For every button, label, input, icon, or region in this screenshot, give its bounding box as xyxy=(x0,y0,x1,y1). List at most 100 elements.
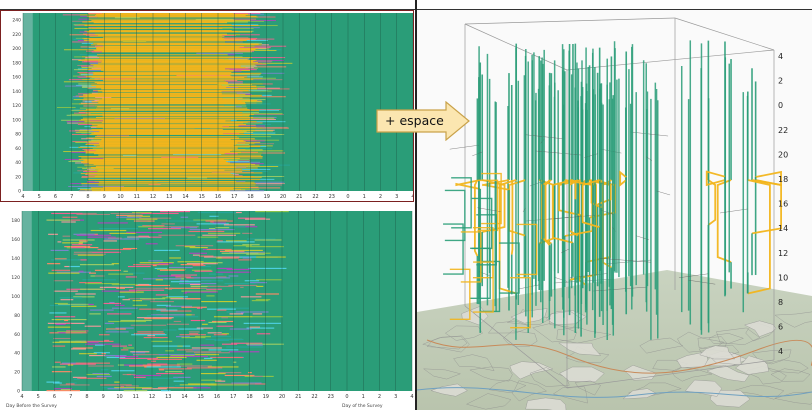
activity-segment xyxy=(151,341,172,342)
activity-segment xyxy=(106,331,129,332)
activity-segment xyxy=(215,381,225,382)
commute-segment xyxy=(74,28,91,29)
activity-segment xyxy=(254,50,276,51)
activity-segment xyxy=(150,301,174,302)
x-tick-label: 14 xyxy=(181,394,187,400)
activity-segment xyxy=(131,325,166,326)
work-segment xyxy=(89,36,224,37)
activity-segment xyxy=(253,79,282,80)
activity-segment xyxy=(127,374,131,375)
trajectory-move xyxy=(450,145,479,149)
x-tick-label: 2 xyxy=(379,194,382,200)
x-tick-label: 7 xyxy=(70,194,73,200)
x-tick-label: 4 xyxy=(21,194,24,200)
activity-segment xyxy=(80,264,114,265)
activity-segment xyxy=(243,123,262,124)
activity-segment xyxy=(254,134,285,135)
activity-segment xyxy=(114,382,120,383)
activity-segment xyxy=(61,221,75,222)
activity-segment xyxy=(123,271,127,272)
activity-segment xyxy=(91,230,127,231)
activity-segment xyxy=(101,369,108,370)
work-segment xyxy=(98,185,255,186)
x-tick-label: 9 xyxy=(102,394,105,400)
commute-segment xyxy=(88,70,101,71)
early-morning-band xyxy=(23,13,33,191)
activity-segment xyxy=(216,241,254,242)
activity-segment xyxy=(126,276,137,277)
activity-segment xyxy=(133,305,148,306)
activity-segment xyxy=(148,228,181,229)
activity-segment xyxy=(175,385,208,386)
activity-segment xyxy=(208,233,240,234)
activity-segment xyxy=(71,348,86,349)
activity-segment xyxy=(256,279,281,280)
activity-segment xyxy=(104,238,139,239)
activity-segment xyxy=(193,255,200,256)
activity-segment xyxy=(138,226,163,227)
activity-segment xyxy=(208,286,233,287)
x-tick-label: 18 xyxy=(247,194,253,200)
activity-segment xyxy=(191,314,194,315)
y-tick-label: 160 xyxy=(11,237,20,243)
cube-axis-tick: 4 xyxy=(778,52,783,61)
activity-segment xyxy=(165,350,174,351)
work-segment xyxy=(102,51,224,52)
activity-segment xyxy=(46,220,71,221)
x-tick-label: 15 xyxy=(198,394,204,400)
x-tick-label: 6 xyxy=(54,194,57,200)
commute-segment xyxy=(80,32,87,33)
commute-segment xyxy=(89,17,97,18)
work-segment xyxy=(84,165,259,166)
work-segment xyxy=(94,22,227,23)
work-segment xyxy=(89,177,262,178)
commute-segment xyxy=(91,127,97,128)
activity-segment xyxy=(230,190,264,191)
work-segment xyxy=(90,134,254,135)
cube-axis-tick: 18 xyxy=(778,175,788,184)
activity-segment xyxy=(224,283,255,284)
commute-segment xyxy=(74,99,82,100)
activity-segment xyxy=(79,353,97,354)
activity-segment xyxy=(103,303,121,304)
work-segment xyxy=(91,44,262,45)
activity-segment xyxy=(185,227,189,228)
activity-segment xyxy=(255,239,282,240)
early-morning-band xyxy=(22,211,32,391)
activity-segment xyxy=(54,291,78,292)
x-tick-label: 20 xyxy=(280,194,286,200)
activity-segment xyxy=(226,269,250,270)
activity-segment xyxy=(189,253,207,254)
commute-segment xyxy=(70,183,81,184)
activity-segment xyxy=(234,71,242,72)
activity-segment xyxy=(178,328,203,329)
activity-segment xyxy=(253,313,262,314)
work-segment xyxy=(101,88,257,89)
activity-segment xyxy=(160,270,185,271)
activity-segment xyxy=(148,260,162,261)
trajectory-move xyxy=(657,191,671,195)
x-tick-label: 12 xyxy=(149,394,155,400)
activity-segment xyxy=(216,227,230,228)
activity-segment xyxy=(77,378,106,379)
activity-segment xyxy=(144,337,168,338)
work-segment xyxy=(84,40,247,41)
activity-segment xyxy=(174,381,185,382)
activity-segment xyxy=(255,64,267,65)
activity-segment xyxy=(61,299,74,300)
activity-segment xyxy=(55,324,65,325)
activity-segment xyxy=(112,308,138,309)
work-segment xyxy=(98,155,261,156)
footer-left-label: Day Before the Survey xyxy=(6,403,57,409)
activity-segment xyxy=(236,144,249,145)
activity-segment xyxy=(51,259,80,260)
x-tick-label: 19 xyxy=(263,394,269,400)
activity-segment xyxy=(197,308,202,309)
work-segment xyxy=(81,183,256,184)
x-tick-label: 3 xyxy=(395,194,398,200)
work-segment xyxy=(78,123,243,124)
commute-segment xyxy=(78,83,90,84)
activity-segment xyxy=(144,318,171,319)
